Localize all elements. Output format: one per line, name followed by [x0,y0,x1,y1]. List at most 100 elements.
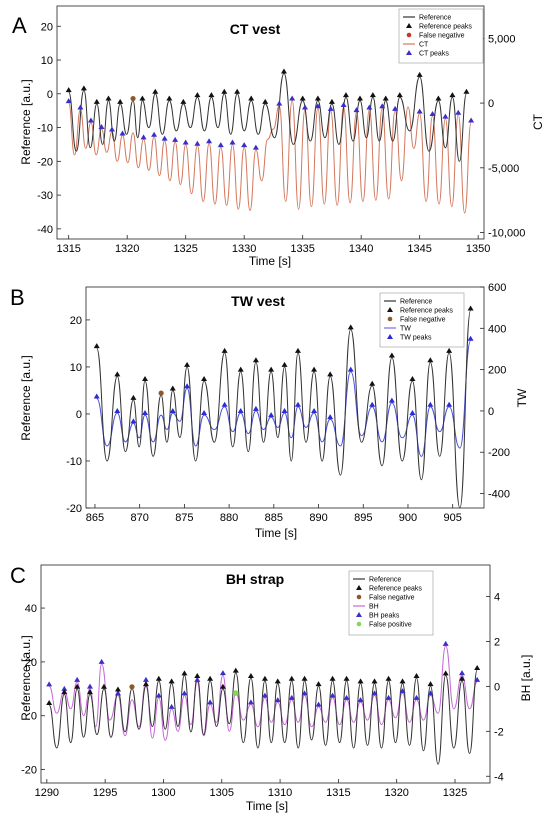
legend: Reference Reference peaks False negative… [379,292,465,348]
signal-peak-marker [74,676,81,682]
reference-peak-marker [396,92,403,98]
reference-peak-marker [207,675,214,681]
signal-peak-marker [201,410,208,416]
signal-peak-marker [455,109,462,115]
panel-a: A CT vest Reference [a.u.] CT Time [s] 1… [12,5,545,268]
legend-swatch-signal-peaks [406,50,412,55]
reference-peak-marker [342,92,349,98]
signal-peak-marker [151,131,158,137]
signal-peak-marker [427,401,434,407]
signal-peak-marker [302,104,309,110]
x-tick-label: 890 [309,512,327,524]
reference-peak-marker [262,98,269,104]
plot-area [93,305,474,508]
y-tick-label: -20 [66,503,82,515]
reference-peak-marker [382,95,389,101]
legend-swatch-reference-peaks [387,307,393,312]
signal-peak-marker [181,690,188,696]
x-tick-label: 880 [220,512,238,524]
reference-peak-marker [252,357,259,363]
signal-peak-marker [427,690,434,696]
signal-peak-marker [140,134,147,140]
y2-tick-label: 0 [488,98,494,110]
y-tick-label: -20 [37,156,53,168]
signal-peak-marker [172,136,179,142]
reference-peak-marker [169,385,176,391]
signal-peak-marker [219,670,226,676]
legend-swatch-reference-peaks [356,585,362,590]
signal-peak-marker [169,407,176,413]
reference-peak-marker [315,681,322,687]
reference-series-line [68,72,467,162]
reference-peak-marker [474,664,481,670]
reference-peak-marker [201,376,208,382]
reference-peak-marker [194,673,201,679]
signal-peak-marker [87,117,94,123]
reference-peak-marker [427,681,434,687]
signal-peak-marker [65,98,72,104]
signal-peak-marker [314,103,321,109]
y-tick-label: 10 [41,55,53,67]
signal-peak-marker [194,140,201,146]
reference-peak-marker [194,92,201,98]
y2-tick-label: 5,000 [488,33,516,45]
x-tick-label: 1335 [290,243,314,255]
reference-series-line [48,669,478,765]
signal-peak-marker [353,107,360,113]
legend-label: CT [419,42,429,49]
x-tick-label: 870 [130,512,148,524]
right-y-axis-label: CT [531,113,545,130]
signal-peak-marker [247,699,254,705]
legend-swatch-signal-peaks [356,612,362,617]
reference-peak-marker [248,95,255,101]
reference-peak-marker [46,699,53,705]
legend-label: TW [400,326,411,333]
signal-peak-marker [467,335,474,341]
signal-peak-marker [206,138,213,144]
reference-peak-marker [114,686,121,692]
signal-peak-marker [385,694,392,700]
y2-tick-label: -2 [494,726,504,738]
reference-peak-marker [299,95,306,101]
signal-peak-marker [114,407,121,413]
y-tick-label: 0 [31,711,37,723]
legend-label: TW peaks [400,335,432,342]
x-tick-label: 1330 [232,243,256,255]
reference-peak-marker [385,675,392,681]
signal-peak-marker [311,407,318,413]
x-tick-label: 875 [175,512,193,524]
signal-peak-marker [130,418,137,424]
reference-peak-marker [221,88,228,94]
legend: Reference Reference peaks False negative… [398,8,484,64]
left-y-axis-label: Reference [a.u.] [19,635,33,720]
signal-peak-marker [327,414,334,420]
reference-peak-marker [168,678,175,684]
chart-title: TW vest [231,293,285,309]
reference-peak-marker [347,324,354,330]
chart-title: BH strap [226,571,284,587]
legend-label: CT peaks [419,51,449,58]
signal-peak-marker [241,142,248,148]
reference-peak-marker [274,678,281,684]
signal-peak-marker [161,135,168,141]
reference-peak-marker [371,678,378,684]
legend-swatch-false-negative [387,316,393,322]
left-y-axis-label: Reference [a.u.] [19,79,33,164]
reference-peak-marker [181,670,188,676]
y2-tick-label: 4 [494,591,500,603]
plot-area [46,640,481,765]
y-tick-label: -40 [37,224,53,236]
signal-peak-marker [288,694,295,700]
signal-peak-marker [119,130,126,136]
panel-letter: C [10,563,26,588]
reference-peak-marker [184,361,191,367]
right-y-axis-label: TW [515,388,529,407]
signal-peak-marker [237,407,244,413]
reference-peak-marker [139,95,146,101]
reference-peak-marker [208,92,215,98]
legend-label: Reference [369,577,401,584]
y2-tick-label: -4 [494,771,504,783]
y-tick-label: 20 [25,657,37,669]
x-tick-label: 1345 [407,243,431,255]
panel-c: C BH strap Reference [a.u.] BH [a.u.] Ti… [10,563,533,813]
